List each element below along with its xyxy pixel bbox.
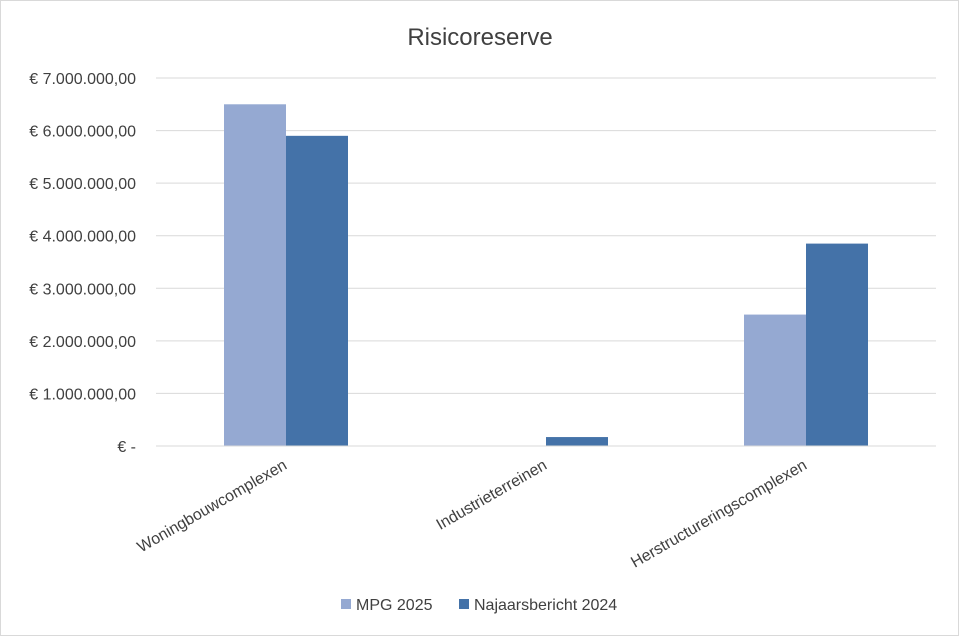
bar-najaarsbericht-2024 xyxy=(806,243,868,446)
y-tick-label: € 2.000.000,00 xyxy=(29,334,136,351)
bar-mpg-2025 xyxy=(224,104,286,447)
bar-najaarsbericht-2024 xyxy=(546,437,608,446)
y-tick-label: € 6.000.000,00 xyxy=(29,124,136,141)
y-axis: € - € 1.000.000,00 € 2.000.000,00 € 3.000.0… xyxy=(29,71,136,456)
y-tick-label: € 4.000.000,00 xyxy=(29,229,136,246)
legend-label: Najaarsbericht 2024 xyxy=(474,597,617,614)
x-tick-label: Woningbouwcomplexen xyxy=(135,457,290,557)
y-tick-label: € - xyxy=(117,439,136,456)
x-tick-label: Industrieterreinen xyxy=(434,457,550,534)
legend: MPG 2025 Najaarsbericht 2024 xyxy=(341,597,617,614)
y-tick-label: € 7.000.000,00 xyxy=(29,71,136,88)
legend-label: MPG 2025 xyxy=(356,597,433,614)
bar-najaarsbericht-2024 xyxy=(286,135,348,447)
legend-swatch xyxy=(459,599,469,609)
y-tick-label: € 1.000.000,00 xyxy=(29,386,136,403)
chart-title: Risicoreserve xyxy=(407,24,552,51)
y-tick-label: € 3.000.000,00 xyxy=(29,281,136,298)
x-tick-label: Herstructureringscomplexen xyxy=(628,457,810,572)
bar-mpg-2025 xyxy=(744,314,806,446)
bars xyxy=(224,104,868,447)
legend-swatch xyxy=(341,599,351,609)
y-tick-label: € 5.000.000,00 xyxy=(29,176,136,193)
x-axis: Woningbouwcomplexen Industrieterreinen Her… xyxy=(135,445,936,572)
